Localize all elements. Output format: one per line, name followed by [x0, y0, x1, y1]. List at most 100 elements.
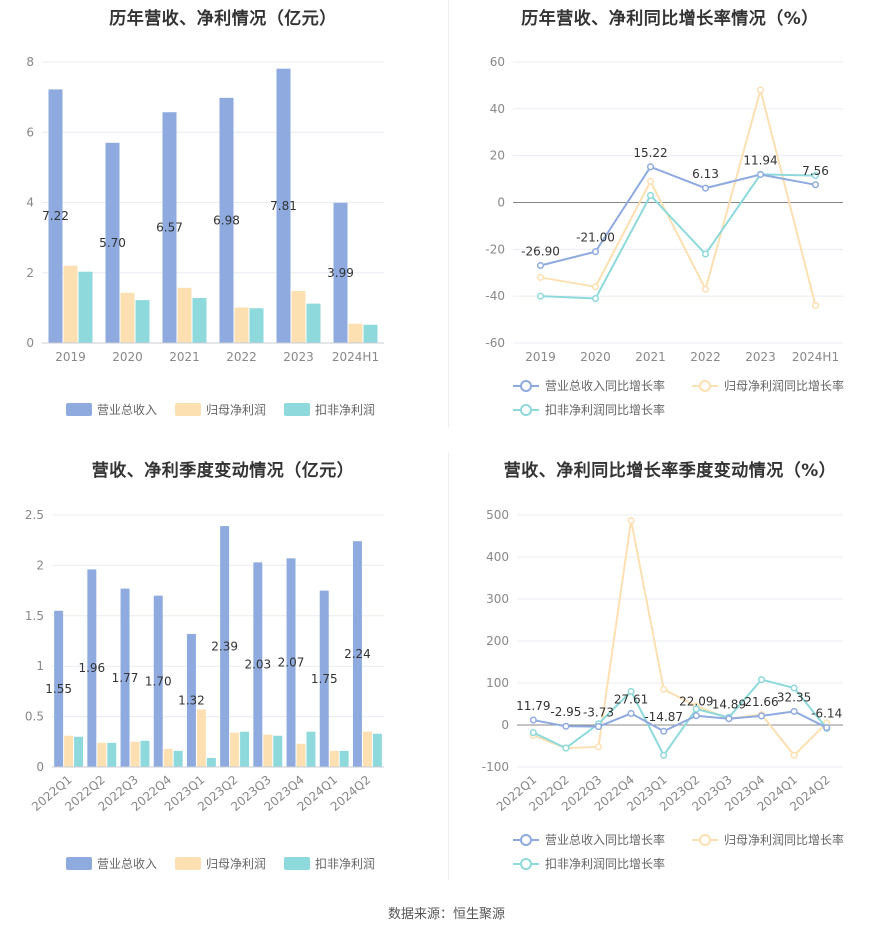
y-tick-label: 2: [26, 266, 34, 280]
bar-chart-annual: 0 2 4 6 8 7.22 5.70 6.57 6.98 7.81 3.99 2019 2020 202…: [26, 55, 384, 417]
data-label: 21.66: [744, 695, 778, 709]
bar: [291, 291, 306, 343]
bar: [105, 142, 120, 343]
bar: [276, 68, 291, 343]
y-tick-label: -20: [485, 242, 505, 256]
bar: [286, 558, 296, 767]
data-label: 1.77: [112, 671, 139, 685]
y-tick-label: 2.5: [25, 508, 44, 522]
chart-panel-annual-amounts: 历年营收、净利情况（亿元） 0 2 4 6 8 7.22 5.70 6.57 6.98 7.81 3…: [0, 0, 446, 450]
data-label: 15.22: [633, 146, 667, 160]
legend-swatch: [284, 857, 310, 870]
data-point: [701, 250, 710, 258]
bar: [219, 97, 234, 343]
data-point: [562, 744, 570, 752]
bar: [135, 300, 150, 343]
data-point: [646, 191, 655, 200]
legend-label: 归母净利润同比增长率: [724, 378, 844, 393]
data-point: [529, 716, 537, 724]
data-point: [823, 724, 831, 732]
bar: [363, 324, 378, 343]
bar: [249, 308, 264, 343]
bar: [319, 590, 329, 767]
bar: [196, 709, 206, 767]
bar: [352, 541, 362, 767]
data-point: [591, 248, 600, 256]
bar: [192, 298, 207, 343]
y-tick-label: 400: [486, 550, 509, 564]
x-tick-label: 2020: [580, 350, 611, 364]
data-label: 7.81: [270, 199, 297, 213]
bar: [107, 742, 117, 767]
data-point: [536, 261, 545, 270]
legend-marker: [520, 834, 532, 846]
y-tick-label: 0: [501, 718, 509, 732]
data-point: [692, 712, 700, 720]
data-label: -2.95: [550, 705, 581, 719]
bar: [348, 323, 363, 343]
bar: [140, 740, 150, 767]
y-tick-label: -60: [485, 336, 505, 350]
x-tick-label: 2020: [112, 350, 143, 364]
data-point: [627, 709, 635, 717]
x-tick-label: 2024H1: [792, 350, 839, 364]
bar: [339, 750, 349, 767]
legend-label: 扣非净利润: [315, 857, 375, 871]
legend-label: 扣非净利润: [315, 403, 375, 417]
data-label: 1.55: [45, 682, 72, 696]
bar: [206, 757, 216, 767]
data-point: [594, 723, 603, 731]
legend-swatch: [66, 403, 92, 416]
bar: [329, 750, 339, 767]
bar: [240, 731, 250, 767]
bar: [48, 89, 63, 344]
data-point: [790, 751, 798, 759]
data-point: [562, 722, 570, 730]
data-label: 14.89: [712, 698, 746, 712]
bar: [362, 731, 372, 767]
chart-title: 历年营收、净利同比增长率情况（%）: [521, 9, 819, 29]
y-tick-label: 6: [26, 125, 34, 139]
legend-marker: [699, 834, 711, 846]
bar: [153, 595, 163, 767]
legend-label: 扣非净利润同比增长率: [545, 402, 665, 417]
legend-marker: [520, 404, 532, 416]
data-point: [660, 685, 668, 693]
data-point: [692, 705, 700, 713]
bar: [333, 202, 348, 343]
x-tick-label: 2022: [690, 350, 721, 364]
bar: [273, 735, 283, 767]
data-label: -6.14: [811, 707, 842, 721]
legend-swatch: [175, 857, 201, 870]
bar: [97, 742, 107, 767]
bar: [163, 748, 173, 767]
x-tick-label: 2023: [283, 350, 314, 364]
data-point: [811, 181, 820, 189]
bar: [120, 588, 130, 767]
x-tick-label: 2019: [55, 350, 86, 364]
bar: [87, 569, 97, 767]
data-point: [591, 294, 600, 303]
data-label: 2.03: [244, 658, 271, 672]
chart-title: 营收、净利同比增长率季度变动情况（%）: [503, 461, 837, 481]
data-label: 1.70: [145, 674, 172, 688]
y-tick-label: 20: [490, 149, 505, 163]
data-label: 3.99: [327, 266, 354, 280]
data-label: 6.57: [156, 221, 183, 235]
data-point: [756, 170, 765, 179]
legend-marker: [699, 380, 711, 392]
bar: [64, 735, 74, 767]
bar-chart-quarterly: 0 0.5 1 1.5 2 2.5 1.55 1.96 1.77 1.70 1.32 2.39 2.03…: [25, 508, 384, 871]
bar: [306, 303, 321, 343]
series-line: [540, 165, 816, 267]
chart-panel-annual-growth: 历年营收、净利同比增长率情况（%） -60 -40 -20 0 20 40 60 -26.90…: [447, 0, 893, 450]
data-label: 1.32: [178, 693, 205, 707]
y-tick-label: 0.5: [25, 710, 44, 724]
chart-panel-quarterly-amounts: 营收、净利季度变动情况（亿元） 0 0.5 1 1.5 2 2.5 1.55 1.96 1.77…: [0, 452, 446, 902]
legend-label: 归母净利润同比增长率: [724, 832, 844, 847]
bar: [253, 562, 263, 767]
x-tick-label: 2021: [169, 350, 200, 364]
data-point: [757, 676, 766, 684]
data-label: 27.61: [614, 692, 648, 706]
data-point: [646, 163, 655, 171]
